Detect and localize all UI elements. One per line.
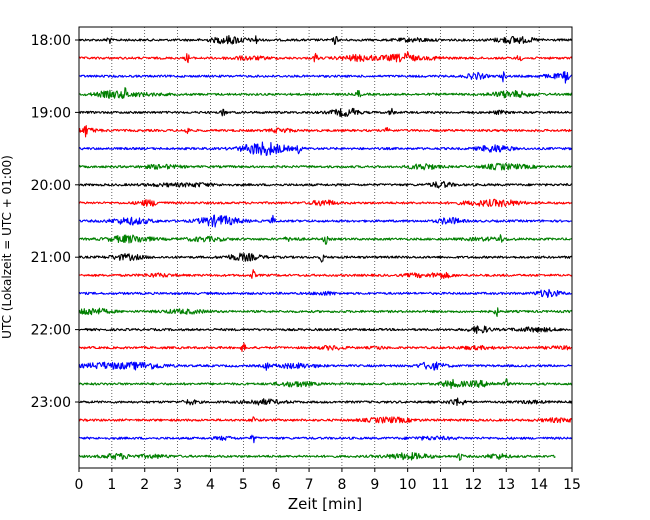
trace-line [78, 434, 573, 444]
trace-line [78, 35, 573, 46]
trace-line [78, 214, 573, 228]
seismic-traces [78, 35, 573, 461]
trace-line [78, 234, 573, 245]
trace-line [78, 269, 573, 280]
trace-line [78, 452, 556, 461]
trace-line [78, 141, 573, 157]
x-tick-label: 8 [337, 477, 346, 493]
plot-background [79, 27, 572, 468]
x-tick-label: 9 [370, 477, 379, 493]
y-tick-label: 20:00 [31, 178, 71, 194]
x-tick-label: 3 [173, 477, 182, 493]
trace-line [78, 325, 573, 334]
trace-line [78, 125, 573, 138]
x-tick-label: 2 [140, 477, 149, 493]
x-tick-label: 11 [432, 477, 450, 493]
trace-line [78, 51, 573, 64]
x-tick-label: 14 [530, 477, 548, 493]
trace-line [78, 87, 573, 99]
trace-line [78, 397, 573, 407]
x-tick-label: 0 [75, 477, 84, 493]
plot-frame [78, 26, 573, 469]
trace-line [78, 361, 573, 371]
x-tick-label: 1 [107, 477, 116, 493]
x-tick-label: 7 [305, 477, 314, 493]
trace-line [78, 198, 573, 208]
x-tick-label: 15 [563, 477, 581, 493]
y-tick-label: 23:00 [31, 395, 71, 411]
y-tick-label: 19:00 [31, 105, 71, 121]
y-tick-label: 18:00 [31, 33, 71, 49]
y-axis-ticks: 18:00 19:00 20:00 21:00 22:00 23:00 [31, 33, 79, 411]
x-tick-label: 5 [239, 477, 248, 493]
y-tick-label: 22:00 [31, 323, 71, 339]
x-tick-label: 10 [399, 477, 417, 493]
trace-line [78, 70, 573, 84]
trace-line [78, 307, 573, 318]
x-tick-label: 6 [272, 477, 281, 493]
trace-line [78, 416, 573, 424]
trace-line [78, 252, 573, 263]
trace-line [78, 180, 573, 189]
trace-line [78, 288, 573, 298]
y-tick-label: 21:00 [31, 250, 71, 266]
x-tick-label: 4 [206, 477, 215, 493]
trace-line [78, 162, 573, 171]
y-axis-label: UTC (Lokalzeit = UTC + 01:00) [0, 155, 14, 339]
trace-line [78, 107, 573, 118]
x-tick-label: 12 [464, 477, 482, 493]
x-axis-label: Zeit [min] [288, 495, 362, 513]
x-tick-label: 13 [497, 477, 515, 493]
x-axis-ticks: 0 1 2 3 4 5 6 7 8 9 10 11 12 13 14 15 [75, 468, 581, 493]
trace-line [78, 342, 572, 352]
trace-line [78, 378, 573, 389]
